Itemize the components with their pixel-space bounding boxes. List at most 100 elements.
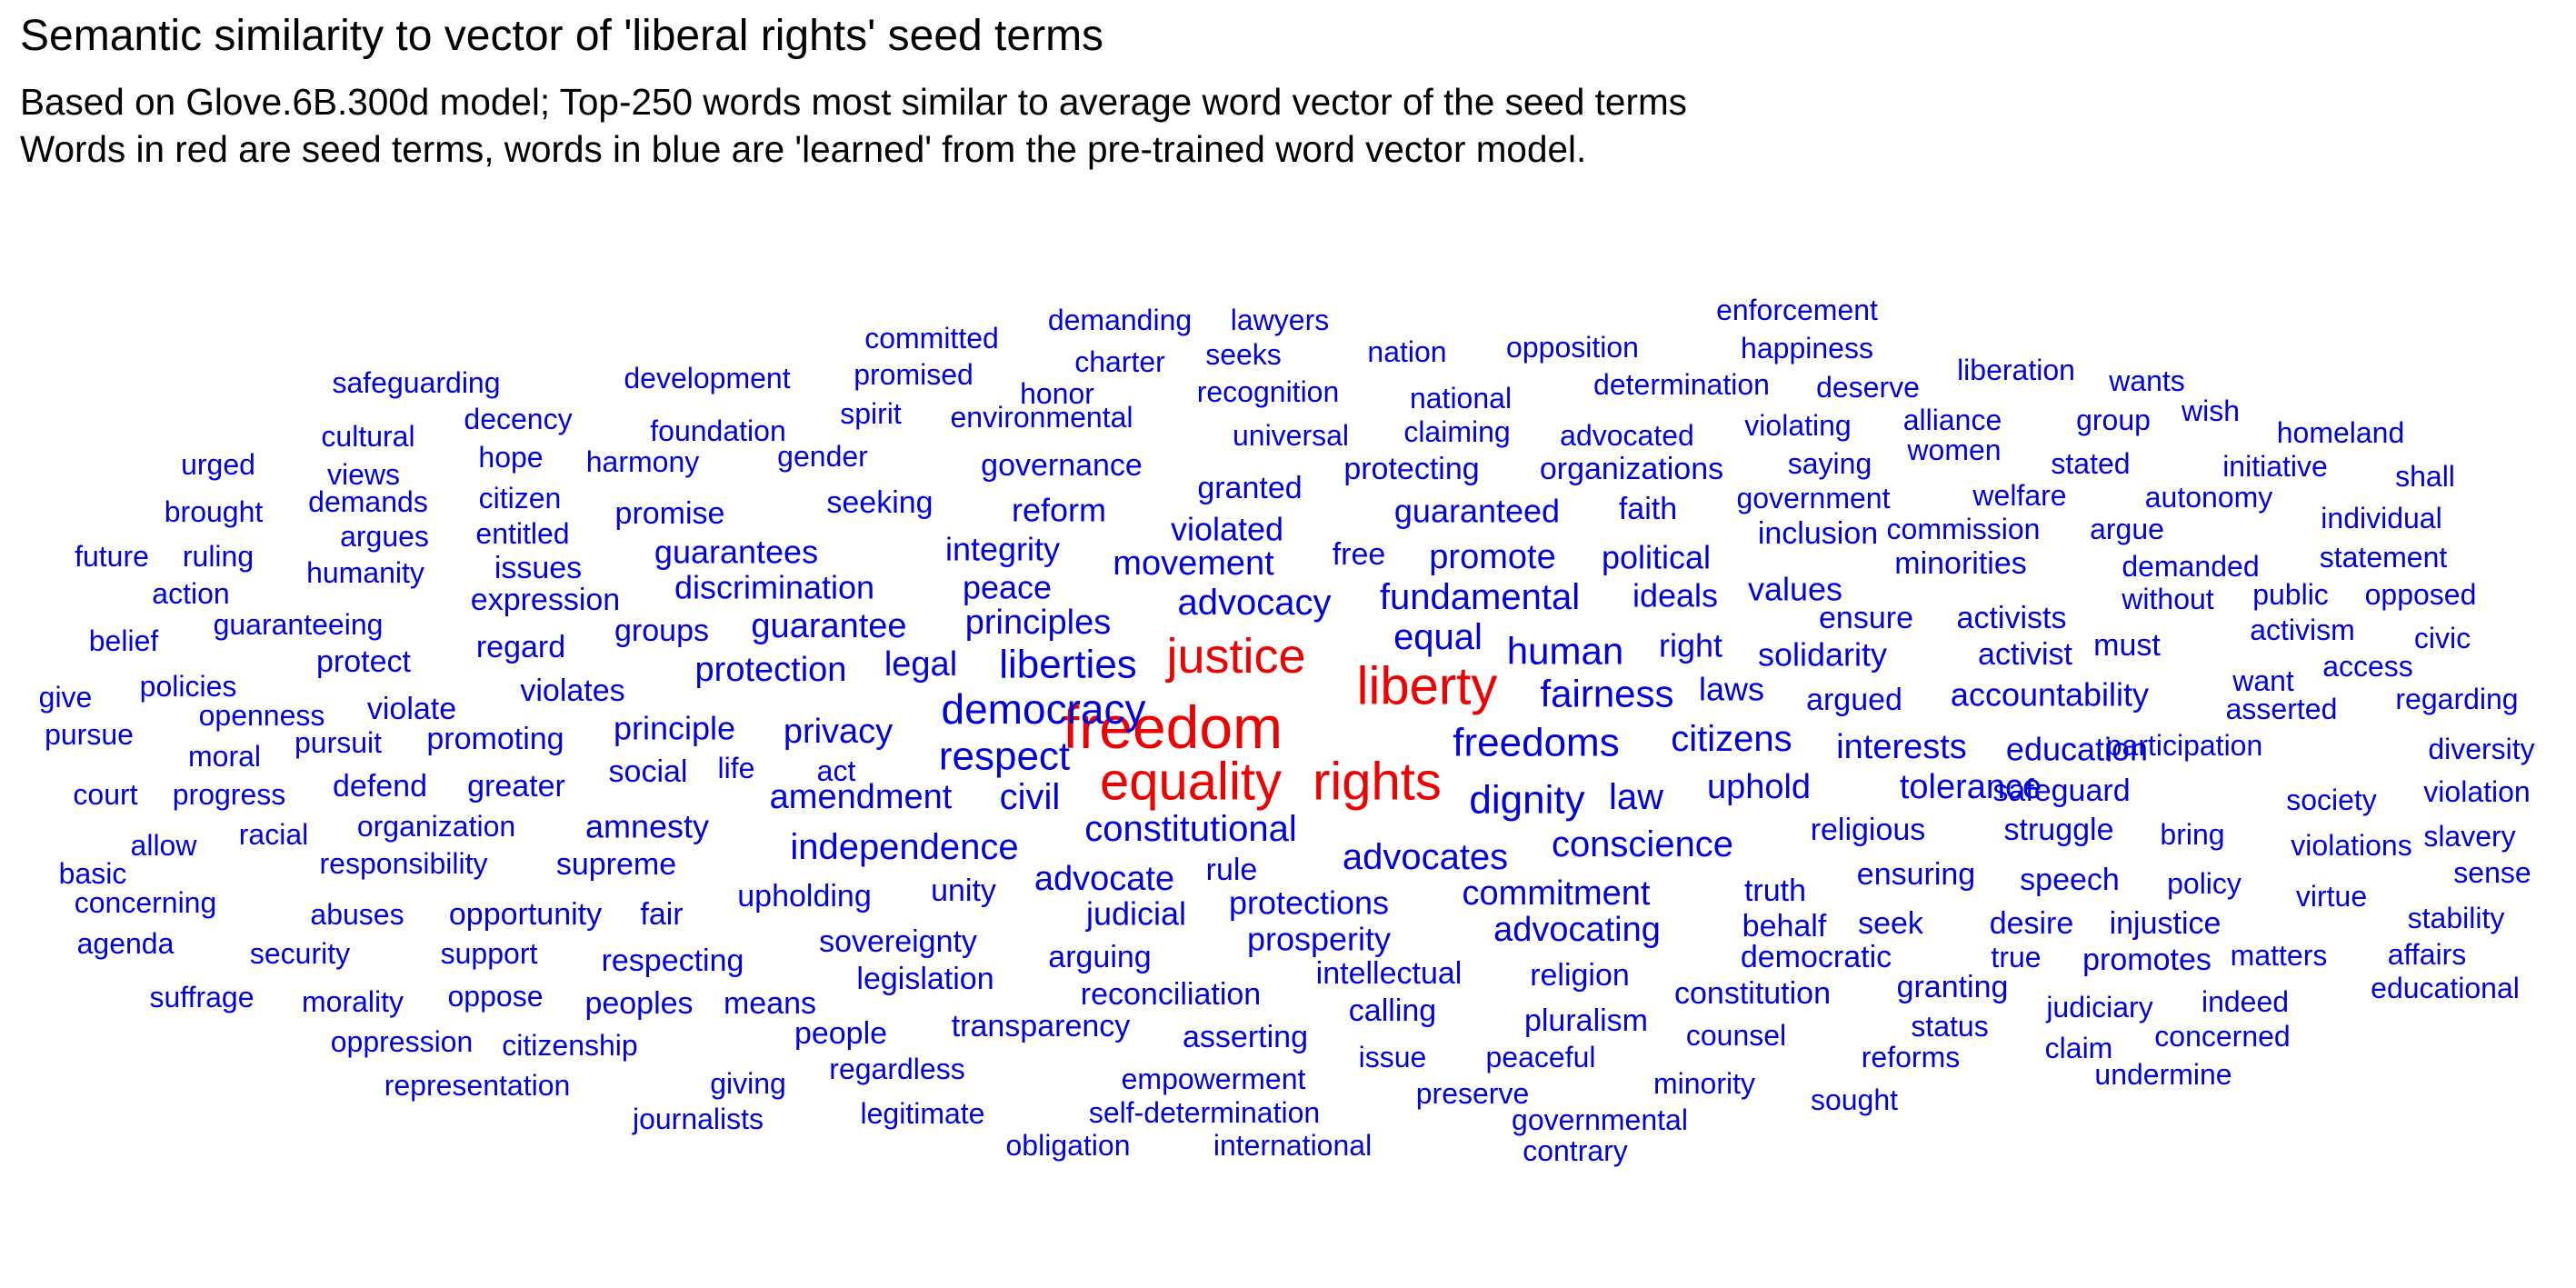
learned-word-court: court xyxy=(73,778,137,811)
learned-word-minority: minority xyxy=(1653,1067,1755,1100)
seed-word-equality: equality xyxy=(1100,753,1282,812)
learned-word-counsel: counsel xyxy=(1686,1019,1786,1052)
learned-word-social: social xyxy=(609,754,688,789)
learned-word-law: law xyxy=(1609,777,1663,817)
learned-word-principles: principles xyxy=(965,604,1112,642)
learned-word-amnesty: amnesty xyxy=(585,808,709,845)
learned-word-representation: representation xyxy=(384,1069,571,1102)
learned-word-statement: statement xyxy=(2320,541,2448,574)
learned-word-legislation: legislation xyxy=(856,962,993,996)
learned-word-environmental: environmental xyxy=(951,401,1133,434)
learned-word-pursuit: pursuit xyxy=(295,726,382,759)
learned-word-protecting: protecting xyxy=(1343,452,1479,486)
learned-word-argues: argues xyxy=(340,520,429,553)
learned-word-citizens: citizens xyxy=(1671,719,1792,759)
learned-word-legitimate: legitimate xyxy=(861,1097,985,1130)
learned-word-greater: greater xyxy=(467,769,565,804)
learned-word-responsibility: responsibility xyxy=(320,847,488,880)
learned-word-guarantees: guarantees xyxy=(654,534,818,571)
learned-word-safeguard: safeguard xyxy=(1992,774,2130,808)
learned-word-public: public xyxy=(2252,578,2329,611)
learned-word-rule: rule xyxy=(1206,853,1258,887)
learned-word-suffrage: suffrage xyxy=(149,981,254,1013)
learned-word-shall: shall xyxy=(2395,460,2455,493)
learned-word-sense: sense xyxy=(2453,856,2531,889)
learned-word-privacy: privacy xyxy=(784,713,893,751)
learned-word-honor: honor xyxy=(1020,377,1094,410)
learned-word-advocated: advocated xyxy=(1560,419,1694,452)
learned-word-peaceful: peaceful xyxy=(1486,1041,1596,1073)
learned-word-concerned: concerned xyxy=(2154,1020,2290,1053)
learned-word-ensuring: ensuring xyxy=(1857,857,1975,892)
learned-word-journalists: journalists xyxy=(632,1103,764,1135)
learned-word-violates: violates xyxy=(520,674,624,708)
learned-word-gender: gender xyxy=(777,440,868,473)
learned-word-harmony: harmony xyxy=(586,445,700,478)
chart-title: Semantic similarity to vector of 'libera… xyxy=(20,12,1104,60)
learned-word-claiming: claiming xyxy=(1403,415,1510,448)
learned-word-interests: interests xyxy=(1836,728,1967,766)
learned-word-support: support xyxy=(441,937,538,970)
learned-word-demands: demands xyxy=(308,485,428,518)
learned-word-liberation: liberation xyxy=(1957,354,2075,386)
learned-word-violate: violate xyxy=(367,692,456,726)
learned-word-ensure: ensure xyxy=(1819,601,1913,635)
learned-word-discrimination: discrimination xyxy=(674,569,874,606)
learned-word-education: education xyxy=(2006,731,2148,768)
learned-word-guaranteeing: guaranteeing xyxy=(214,608,384,641)
learned-word-promised: promised xyxy=(854,358,973,391)
learned-word-want: want xyxy=(2232,664,2294,697)
learned-word-stated: stated xyxy=(2051,447,2130,480)
learned-word-wants: wants xyxy=(2108,364,2185,397)
learned-word-slavery: slavery xyxy=(2423,820,2515,853)
chart-subtitle: Based on Glove.6B.300d model; Top-250 wo… xyxy=(20,78,1687,173)
learned-word-women: women xyxy=(1906,434,2001,466)
learned-word-seeks: seeks xyxy=(1205,338,1282,371)
learned-word-democratic: democratic xyxy=(1741,940,1892,974)
learned-word-behalf: behalf xyxy=(1742,909,1827,944)
learned-word-openness: openness xyxy=(199,699,325,732)
learned-word-desire: desire xyxy=(1990,906,2074,941)
learned-word-uphold: uphold xyxy=(1707,768,1811,806)
learned-word-oppression: oppression xyxy=(331,1025,474,1058)
learned-word-groups: groups xyxy=(614,614,709,648)
learned-word-universal: universal xyxy=(1233,419,1349,452)
learned-word-independence: independence xyxy=(790,827,1018,867)
learned-word-demanded: demanded xyxy=(2122,550,2259,583)
learned-word-development: development xyxy=(624,362,790,394)
learned-word-initiative: initiative xyxy=(2222,450,2328,483)
learned-word-speech: speech xyxy=(2020,863,2120,897)
learned-word-autonomy: autonomy xyxy=(2145,481,2273,514)
learned-word-access: access xyxy=(2322,650,2413,683)
learned-word-defend: defend xyxy=(333,769,427,804)
learned-word-governmental: governmental xyxy=(1512,1103,1688,1136)
learned-word-advocates: advocates xyxy=(1343,837,1508,877)
learned-word-values: values xyxy=(1748,571,1842,608)
learned-word-protections: protections xyxy=(1229,884,1389,922)
learned-word-security: security xyxy=(250,937,350,970)
learned-word-commission: commission xyxy=(1887,513,2041,545)
learned-word-spirit: spirit xyxy=(840,397,902,430)
learned-word-religious: religious xyxy=(1811,813,1926,847)
learned-word-empowerment: empowerment xyxy=(1122,1063,1306,1095)
learned-word-committed: committed xyxy=(864,322,999,354)
learned-word-determination: determination xyxy=(1593,368,1770,401)
learned-word-governance: governance xyxy=(981,448,1143,483)
learned-word-people: people xyxy=(794,1016,887,1051)
learned-word-activists: activists xyxy=(1957,601,2067,635)
learned-word-virtue: virtue xyxy=(2296,880,2367,913)
learned-word-action: action xyxy=(152,577,229,610)
learned-word-prosperity: prosperity xyxy=(1247,921,1391,958)
learned-word-laws: laws xyxy=(1699,671,1764,708)
learned-word-organization: organization xyxy=(357,810,515,843)
learned-word-political: political xyxy=(1602,539,1711,576)
learned-word-activism: activism xyxy=(2250,614,2355,646)
learned-word-tolerance: tolerance xyxy=(1900,768,2042,806)
learned-word-equal: equal xyxy=(1393,617,1483,657)
learned-word-policy: policy xyxy=(2167,867,2242,900)
learned-word-unity: unity xyxy=(931,874,996,908)
learned-word-homeland: homeland xyxy=(2277,416,2405,449)
seed-word-justice: justice xyxy=(1164,629,1305,684)
learned-word-regarding: regarding xyxy=(2395,683,2518,715)
